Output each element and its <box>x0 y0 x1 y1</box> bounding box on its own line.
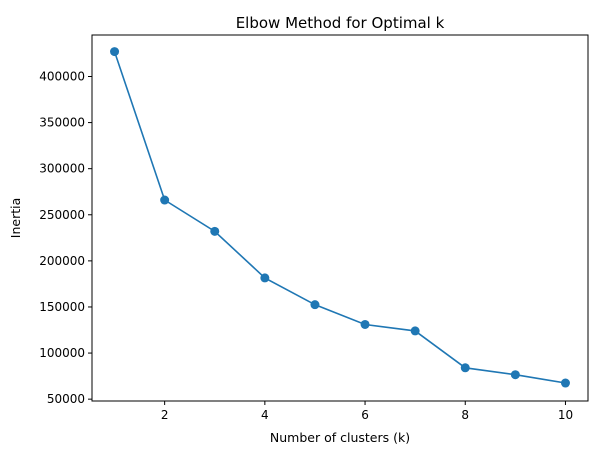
data-point <box>360 319 370 329</box>
data-point <box>460 363 470 373</box>
data-point <box>160 195 170 205</box>
series-line <box>113 51 566 384</box>
data-point <box>560 378 570 388</box>
y-axis-label: Inertia <box>8 198 23 238</box>
data-point <box>410 326 420 336</box>
y-tick-label: 400000 <box>39 69 85 83</box>
y-tick-label: 150000 <box>39 300 85 314</box>
x-tick-label: 4 <box>261 408 269 422</box>
data-point <box>110 47 120 57</box>
plot-area: 2 4 6 8 10 50000 100000 150000 200000 250000 30000… <box>39 47 573 422</box>
x-tick-label: 8 <box>461 408 469 422</box>
y-tick-label: 50000 <box>47 392 85 406</box>
chart-title: Elbow Method for Optimal k <box>236 14 445 32</box>
x-tick-label: 2 <box>161 408 169 422</box>
y-tick-label: 200000 <box>39 254 85 268</box>
x-axis-label: Number of clusters (k) <box>270 430 410 445</box>
data-point <box>310 300 320 310</box>
data-point <box>510 370 520 380</box>
x-tick-label: 6 <box>361 408 369 422</box>
y-tick-label: 300000 <box>39 162 85 176</box>
y-tick-label: 250000 <box>39 208 85 222</box>
data-point <box>260 273 270 283</box>
y-tick-label: 100000 <box>39 346 85 360</box>
y-tick-label: 350000 <box>39 116 85 130</box>
data-point <box>210 226 220 236</box>
x-tick-label: 10 <box>558 408 573 422</box>
axes-frame <box>91 34 589 402</box>
